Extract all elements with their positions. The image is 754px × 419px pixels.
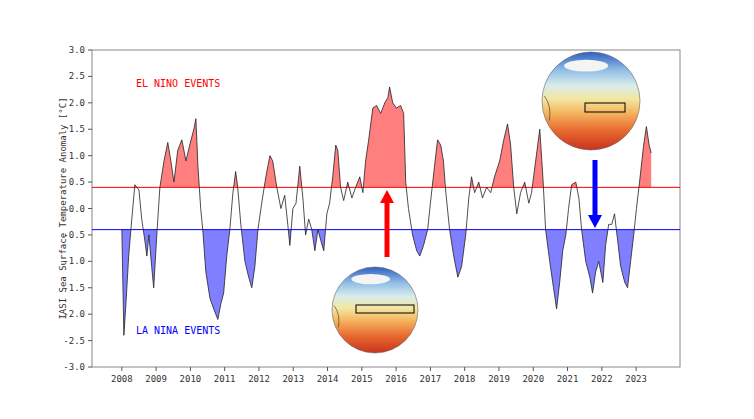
y-tick <box>88 208 92 209</box>
globe-land <box>564 60 608 72</box>
nino-box <box>356 305 414 313</box>
arrow-head <box>588 215 602 228</box>
x-tick-label: 2019 <box>488 374 510 384</box>
y-tick <box>88 234 92 235</box>
x-tick <box>190 367 191 371</box>
globe <box>542 52 640 150</box>
y-tick <box>88 287 92 288</box>
arrow-shaft <box>593 160 598 215</box>
x-tick-label: 2011 <box>214 374 236 384</box>
arrow <box>380 190 394 257</box>
plot-frame <box>92 50 680 367</box>
globe-inset <box>332 267 418 353</box>
x-tick <box>396 367 397 371</box>
y-tick <box>88 50 92 51</box>
y-tick <box>88 129 92 130</box>
globe-coast <box>334 306 339 328</box>
x-tick-label: 2010 <box>180 374 202 384</box>
x-tick-label: 2018 <box>454 374 476 384</box>
x-tick <box>327 367 328 371</box>
x-tick <box>258 367 259 371</box>
globe-coast <box>544 96 550 121</box>
arrow-shaft <box>385 203 390 257</box>
x-tick <box>361 367 362 371</box>
y-tick <box>88 314 92 315</box>
x-tick-label: 2015 <box>351 374 373 384</box>
y-tick-label: 1.0 <box>69 151 85 161</box>
x-tick-label: 2009 <box>145 374 167 384</box>
arrow <box>588 160 602 228</box>
x-tick-label: 2013 <box>282 374 304 384</box>
y-tick-label: 1.5 <box>69 124 85 134</box>
x-tick-label: 2014 <box>317 374 339 384</box>
chart-svg: -3.0-2.5-2.0-1.5-1.0-0.50.00.51.01.52.02… <box>0 0 754 419</box>
x-tick-label: 2022 <box>591 374 613 384</box>
x-tick <box>224 367 225 371</box>
x-tick-label: 2016 <box>385 374 407 384</box>
x-tick-label: 2023 <box>625 374 647 384</box>
x-tick-label: 2021 <box>557 374 579 384</box>
y-tick-label: -2.5 <box>63 336 85 346</box>
x-tick <box>121 367 122 371</box>
nino-box <box>585 103 625 112</box>
x-tick <box>601 367 602 371</box>
globe-land <box>351 274 390 284</box>
x-tick-label: 2008 <box>111 374 133 384</box>
y-tick <box>88 102 92 103</box>
globe-inset <box>542 52 640 150</box>
threshold-line <box>92 187 680 188</box>
globe <box>332 267 418 353</box>
y-axis-label: IASI Sea Surface Temperature Anomaly [°C… <box>58 97 68 319</box>
arrow-head <box>380 190 394 203</box>
y-tick-label: -3.0 <box>63 362 85 372</box>
event-label: LA NINA EVENTS <box>136 325 220 336</box>
x-tick-label: 2017 <box>420 374 442 384</box>
x-tick <box>567 367 568 371</box>
event-label: EL NINO EVENTS <box>136 78 220 89</box>
x-tick-label: 2012 <box>248 374 270 384</box>
x-tick <box>636 367 637 371</box>
x-tick-label: 2020 <box>522 374 544 384</box>
x-tick <box>464 367 465 371</box>
x-tick <box>430 367 431 371</box>
y-tick <box>88 76 92 77</box>
x-tick <box>293 367 294 371</box>
y-tick <box>88 261 92 262</box>
y-tick <box>88 155 92 156</box>
y-tick-label: 0.0 <box>69 204 85 214</box>
y-tick-label: 3.0 <box>69 45 85 55</box>
y-tick <box>88 182 92 183</box>
x-tick <box>156 367 157 371</box>
y-tick-label: 2.5 <box>69 71 85 81</box>
y-tick <box>88 367 92 368</box>
y-tick <box>88 340 92 341</box>
x-tick <box>533 367 534 371</box>
chart-container: -3.0-2.5-2.0-1.5-1.0-0.50.00.51.01.52.02… <box>0 0 754 419</box>
x-tick <box>498 367 499 371</box>
y-tick-label: 0.5 <box>69 177 85 187</box>
y-tick-label: 2.0 <box>69 98 85 108</box>
